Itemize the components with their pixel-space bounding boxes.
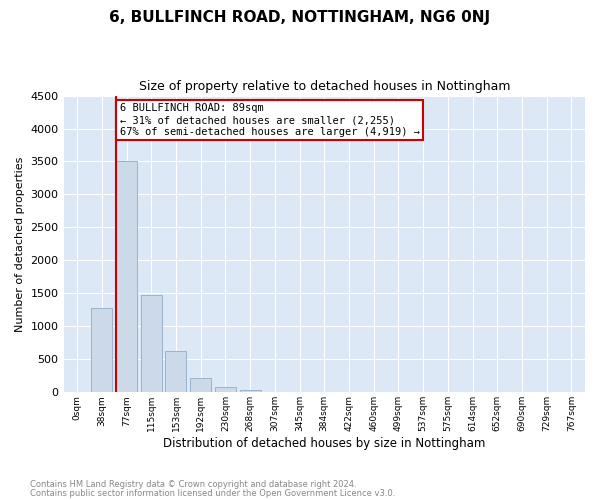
Bar (141, 296, 162, 392)
Text: Contains HM Land Registry data © Crown copyright and database right 2024.: Contains HM Land Registry data © Crown c… (30, 480, 356, 489)
Bar (215, 388, 236, 392)
Bar (166, 352, 187, 393)
X-axis label: Distribution of detached houses by size in Nottingham: Distribution of detached houses by size … (163, 437, 485, 450)
Bar (91, 308, 112, 392)
Bar (190, 378, 211, 392)
Y-axis label: Number of detached properties: Number of detached properties (15, 156, 25, 332)
Bar (116, 162, 137, 392)
Text: 6, BULLFINCH ROAD, NOTTINGHAM, NG6 0NJ: 6, BULLFINCH ROAD, NOTTINGHAM, NG6 0NJ (109, 10, 491, 25)
Bar (239, 390, 260, 392)
Text: 6 BULLFINCH ROAD: 89sqm
← 31% of detached houses are smaller (2,255)
67% of semi: 6 BULLFINCH ROAD: 89sqm ← 31% of detache… (120, 104, 420, 136)
Title: Size of property relative to detached houses in Nottingham: Size of property relative to detached ho… (139, 80, 510, 93)
Text: Contains public sector information licensed under the Open Government Licence v3: Contains public sector information licen… (30, 489, 395, 498)
